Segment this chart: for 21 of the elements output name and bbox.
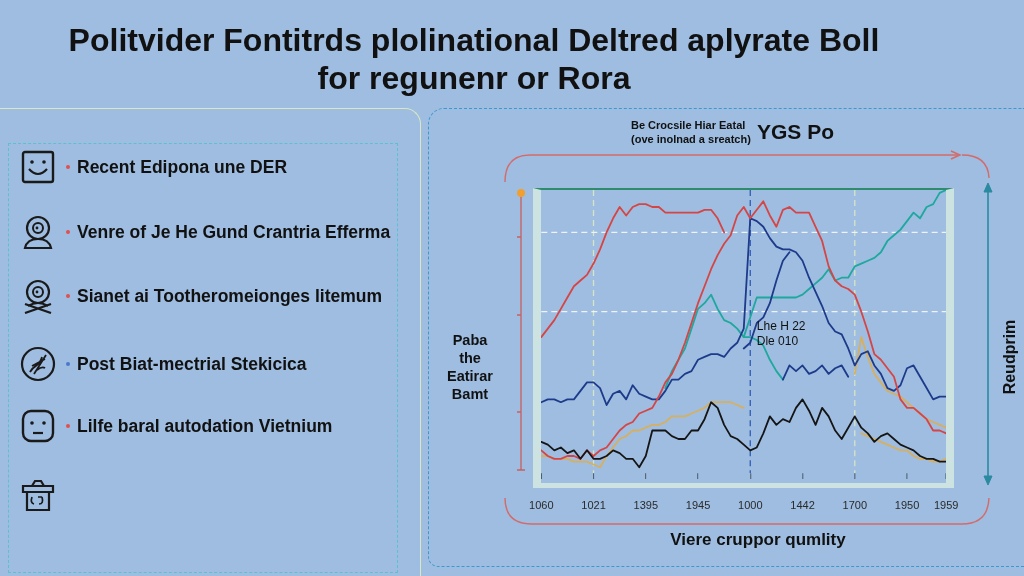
chart-subtitle: Be Crocsile Hiar Eatal (ove inolnad a sreatch): [631, 119, 751, 145]
text: Lilfe baral autodation Vietnium: [77, 415, 333, 437]
ref-line-label: Lhe H 22 Dle 010: [756, 319, 807, 350]
text: Post Biat-mectrial Stekicica: [77, 353, 307, 375]
x-axis-title: Viere cruppor qumlity: [669, 530, 847, 550]
chart-title: Politvider Fontitrds plolinational Deltred aplyrate Boll for regunenr or Rora: [67, 21, 881, 97]
text: YGS Po: [757, 120, 835, 144]
x-tick-label: 1442: [790, 498, 815, 511]
x-tick-label: 1395: [633, 498, 658, 511]
text: Recent Edipona une DER: [77, 156, 288, 178]
y-axis-title: Paba the Eatirar Bamt: [446, 331, 494, 403]
text: Venre of Je He Gund Crantria Efferma: [77, 221, 391, 243]
y2-axis-title: Reudprim: [1001, 318, 1019, 397]
x-tick-label: 1700: [842, 498, 867, 511]
x-tick-label: 1021: [581, 498, 606, 511]
x-tick-label: 1945: [685, 498, 711, 511]
x-tick-label: 1000: [737, 498, 763, 511]
text: Sianet ai Tootheromeionges litemum: [77, 285, 383, 307]
x-tick-label: 1959: [933, 498, 959, 511]
x-tick-label: 1060: [528, 498, 554, 511]
x-tick-label: 1950: [894, 498, 920, 511]
